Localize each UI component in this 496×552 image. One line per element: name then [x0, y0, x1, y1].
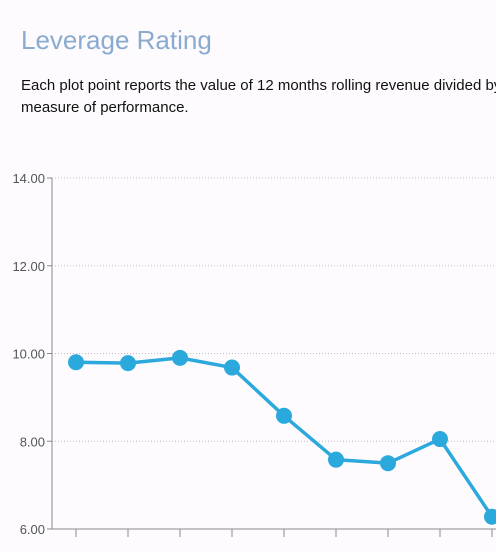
chart-gridlines — [52, 177, 496, 442]
data-point — [380, 455, 396, 472]
chart-description: Each plot point reports the value of 12 … — [21, 77, 496, 116]
data-point — [432, 431, 448, 448]
chart-series — [68, 349, 496, 525]
data-point — [172, 349, 188, 366]
data-point — [68, 354, 84, 371]
y-tick-label: 6.00 — [20, 522, 45, 537]
chart-axes: 6.00 8.00 10.00 12.00 14.00 — [12, 171, 496, 537]
data-point — [328, 451, 344, 468]
data-point — [484, 508, 496, 525]
y-tick-label: 8.00 — [20, 434, 45, 449]
data-point — [276, 407, 292, 424]
y-tick-label: 14.00 — [12, 171, 45, 186]
data-point — [120, 355, 136, 372]
data-point — [224, 359, 240, 376]
series-line — [74, 356, 494, 519]
page-title: Leverage Rating — [21, 25, 212, 55]
y-tick-label: 10.00 — [12, 347, 45, 362]
y-tick-label: 12.00 — [12, 259, 45, 274]
